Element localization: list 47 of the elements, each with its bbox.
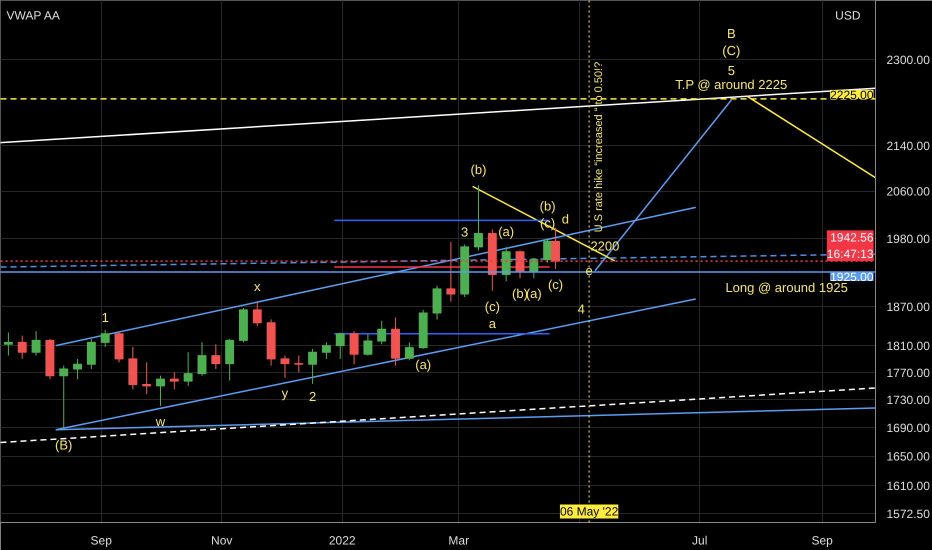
annotation: 5 (728, 63, 735, 78)
annotation: (c) (484, 298, 500, 314)
annotation: (c) (548, 276, 564, 292)
x-tick-label: Mar (448, 534, 470, 548)
y-tick-label: 1650.00 (886, 450, 930, 464)
annotation: (b) (512, 286, 528, 302)
annotation: x (254, 279, 262, 294)
annotation: d (562, 212, 570, 227)
annotation: (b) (540, 198, 556, 214)
annotation: USD (835, 8, 861, 22)
annotation: T.P @ around 2225 (675, 77, 788, 92)
y-tick-label: 1690.00 (886, 421, 930, 436)
y-tick-label: 1572.50 (886, 507, 930, 522)
x-tick-label: Nov (211, 534, 232, 548)
annotation: (b) (470, 162, 486, 178)
annotation: (a) (415, 356, 432, 372)
ref-line-label: 2225.00 (830, 88, 874, 102)
y-tick-label: 1770.00 (886, 366, 930, 380)
x-tick-label: 2022 (328, 534, 356, 548)
annotation: 2 (308, 388, 316, 404)
annotation: 1 (102, 310, 109, 325)
y-tick-label: 1810.00 (886, 339, 930, 354)
annotation: y (282, 386, 289, 401)
y-tick-label: 1730.00 (886, 393, 930, 408)
x-tick-label: Sep (811, 534, 834, 548)
annotation: (a) (526, 286, 542, 302)
annotation: w (154, 414, 166, 429)
y-tick-label: 1980.00 (886, 232, 930, 246)
ref-line-label: 06 May '22 (560, 504, 619, 518)
annotation: VWAP AA (6, 8, 60, 22)
annotation: (a) (498, 224, 514, 239)
annotation: (C) (722, 43, 740, 58)
y-tick-label: 2140.00 (886, 138, 930, 153)
annotation: B (726, 26, 736, 41)
y-tick-label: 2060.00 (886, 184, 930, 199)
y-tick-label: 1610.00 (886, 479, 930, 494)
x-tick-label: Sep (90, 534, 112, 548)
y-tick-label: 1870.00 (886, 300, 930, 314)
y-tick-label: 2300.00 (886, 52, 930, 67)
annotation: a (488, 316, 497, 331)
annotation: U.S rate hike “increased “ to 0.50!? (593, 62, 606, 232)
x-tick-label: Jul (692, 534, 708, 548)
ref-line-label: 1942.56 16:47:13 (826, 230, 874, 262)
annotation: 4 (578, 301, 585, 316)
annotation: (B) (55, 438, 72, 453)
annotation: 3 (461, 224, 468, 240)
annotation: Long @ around 1925 (725, 280, 848, 296)
